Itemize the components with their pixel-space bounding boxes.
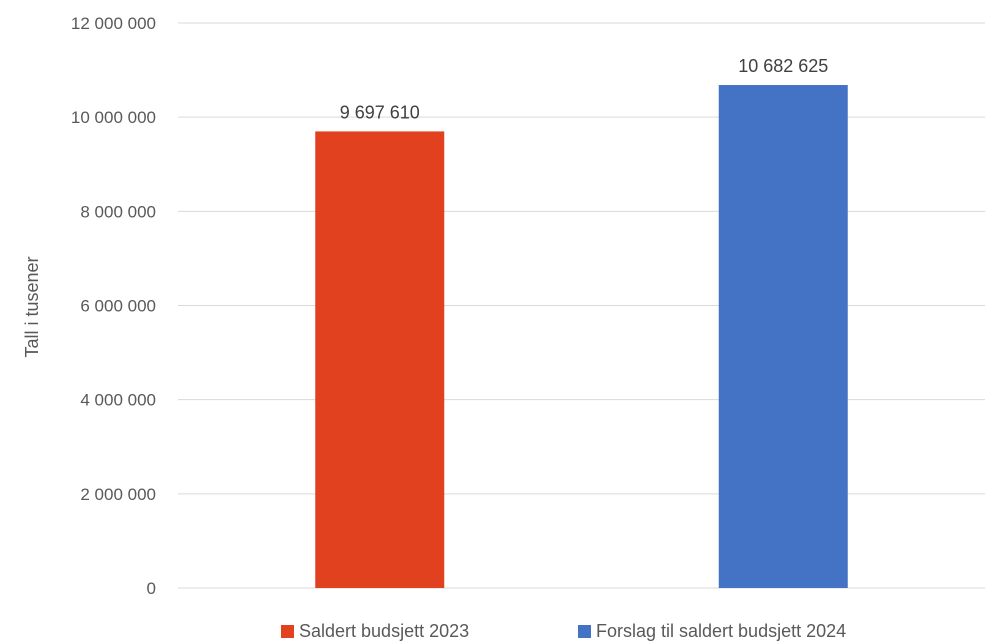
y-tick-label-0: 0 — [147, 579, 156, 598]
gridlines — [178, 22, 985, 589]
y-axis-tick-labels: 0 2 000 000 4 000 000 6 000 000 8 000 000 10 … — [71, 14, 156, 598]
bar-0 — [315, 131, 445, 589]
legend: Saldert budsjett 2023 Forslag til salder… — [281, 621, 846, 641]
legend-label-forslag-2024: Forslag til saldert budsjett 2024 — [596, 621, 846, 641]
y-axis-title: Tall i tusener — [22, 256, 42, 357]
data-labels: 9 697 610 10 682 625 — [340, 56, 829, 122]
bars — [315, 85, 848, 589]
y-tick-label-2: 4 000 000 — [80, 391, 156, 410]
y-tick-label-1: 2 000 000 — [80, 485, 156, 504]
y-tick-label-4: 8 000 000 — [80, 202, 156, 221]
y-tick-label-5: 10 000 000 — [71, 108, 156, 127]
data-label-1: 10 682 625 — [738, 56, 828, 76]
y-tick-label-3: 6 000 000 — [80, 297, 156, 316]
y-tick-label-6: 12 000 000 — [71, 14, 156, 33]
legend-swatch-saldert-2023 — [281, 625, 294, 638]
legend-label-saldert-2023: Saldert budsjett 2023 — [299, 621, 469, 641]
legend-swatch-forslag-2024 — [578, 625, 591, 638]
data-label-0: 9 697 610 — [340, 102, 420, 122]
bar-1 — [718, 85, 848, 589]
